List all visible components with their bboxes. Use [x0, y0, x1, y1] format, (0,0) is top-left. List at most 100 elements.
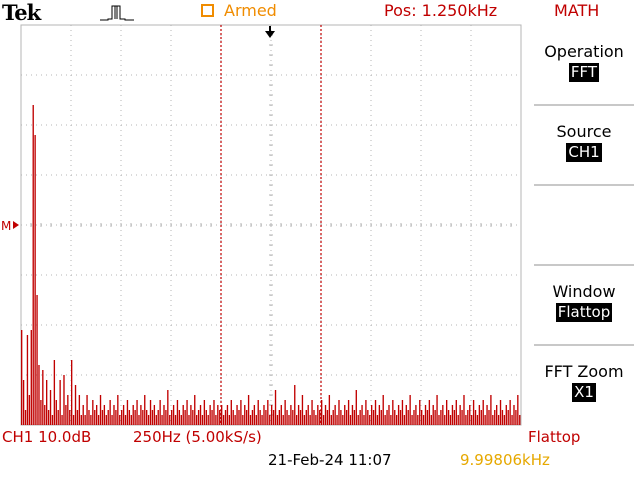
spectrum-bar: [480, 410, 482, 425]
spectrum-bar: [338, 400, 340, 425]
spectrum-bar: [40, 400, 42, 425]
date-time-readout: 21-Feb-24 11:07: [268, 451, 392, 469]
spectrum-bar: [113, 405, 115, 425]
spectrum-bar: [201, 415, 204, 425]
spectrum-bar: [372, 410, 375, 425]
spectrum-bar: [84, 415, 86, 425]
window-readout: Flattop: [528, 428, 581, 446]
spectrum-bar: [26, 335, 29, 425]
spectrum-bar: [403, 415, 406, 425]
spectrum-bar: [503, 415, 506, 425]
spectrum-bar: [411, 415, 413, 425]
spectrum-bar: [361, 405, 363, 425]
spectrum-bar: [390, 415, 392, 425]
spectrum-bar: [322, 415, 325, 425]
spectrum-bar: [240, 400, 242, 425]
spectrum-bar: [184, 410, 186, 425]
spectrum-bar: [253, 405, 256, 425]
spectrum-bar: [130, 415, 132, 425]
spectrum-bar: [146, 410, 148, 425]
spectrum-bar: [396, 415, 398, 425]
spectrum-bar: [292, 410, 294, 425]
spectrum-bar: [276, 415, 279, 425]
spectrum-bar: [397, 405, 400, 425]
spectrum-bar: [153, 405, 156, 425]
spectrum-bar: [315, 415, 317, 425]
spectrum-bar: [51, 415, 54, 425]
spectrum-bar: [194, 395, 196, 425]
spectrum-bar: [328, 395, 331, 425]
menu-fft-zoom[interactable]: FFT Zoom X1: [528, 362, 640, 402]
channel-scale-readout: CH1 10.0dB: [2, 428, 92, 446]
spectrum-bar: [457, 415, 459, 425]
spectrum-bar: [261, 415, 263, 425]
spectrum-bar: [319, 410, 321, 425]
menu-operation[interactable]: Operation FFT: [528, 42, 640, 82]
spectrum-bar: [80, 415, 82, 425]
spectrum-bar: [38, 365, 40, 425]
spectrum-bar: [517, 395, 519, 425]
spectrum-bar: [415, 405, 417, 425]
spectrum-bar: [172, 405, 175, 425]
spectrum-bar: [97, 415, 100, 425]
spectrum-bar: [486, 405, 488, 425]
spectrum-bar: [232, 410, 234, 425]
menu-window-label: Window: [552, 282, 616, 301]
spectrum-bar: [30, 330, 32, 425]
spectrum-bar: [363, 415, 365, 425]
spectrum-bar: [44, 405, 46, 425]
spectrum-bar: [126, 400, 129, 425]
spectrum-bar: [492, 415, 494, 425]
spectrum-bar: [496, 405, 498, 425]
spectrum-bar: [251, 410, 254, 425]
spectrum-bar: [321, 400, 323, 425]
spectrum-bar: [422, 415, 425, 425]
spectrum-bar: [34, 135, 36, 425]
spectrum-bar: [69, 410, 71, 425]
spectrum-bar: [190, 405, 192, 425]
graticule: [20, 24, 522, 426]
horizontal-position: Pos: 1.250kHz: [384, 1, 498, 20]
spectrum-bar: [157, 410, 159, 425]
spectrum-bar: [467, 410, 469, 425]
menu-source-value: CH1: [566, 143, 602, 162]
spectrum-bar: [344, 405, 346, 425]
spectrum-bar: [453, 410, 456, 425]
spectrum-bar: [219, 410, 221, 425]
spectrum-bar: [376, 415, 379, 425]
spectrum-bar: [497, 415, 500, 425]
spectrum-bar: [28, 395, 31, 425]
spectrum-bar: [94, 410, 96, 425]
spectrum-bar: [434, 410, 436, 425]
spectrum-bar: [476, 415, 479, 425]
spectrum-bar: [399, 410, 402, 425]
spectrum-bar: [290, 405, 292, 425]
spectrum-bar: [282, 415, 284, 425]
spectrum-bar: [76, 410, 79, 425]
spectrum-bar: [142, 410, 144, 425]
spectrum-bar: [71, 360, 73, 425]
spectrum-bar: [203, 400, 206, 425]
spectrum-bar: [32, 105, 34, 425]
spectrum-bar: [519, 415, 521, 425]
spectrum-bar: [490, 395, 492, 425]
spectrum-bar: [297, 405, 300, 425]
spectrum-bar: [213, 400, 215, 425]
spectrum-bar: [484, 415, 486, 425]
spectrum-bar: [307, 405, 309, 425]
trigger-position-arrow-icon: [265, 31, 275, 38]
spectrum-bar: [249, 415, 252, 425]
spectrum-bar: [482, 400, 484, 425]
spectrum-bar: [74, 385, 77, 425]
spectrum-bar: [209, 405, 211, 425]
spectrum-bar: [21, 330, 23, 425]
menu-window[interactable]: Window Flattop: [528, 282, 640, 322]
spectrum-bar: [301, 395, 304, 425]
spectrum-bar: [494, 410, 496, 425]
menu-source[interactable]: Source CH1: [528, 122, 640, 162]
spectrum-bar: [217, 405, 219, 425]
spectrum-bar: [222, 415, 225, 425]
spectrum-bar: [392, 400, 394, 425]
spectrum-bar: [221, 405, 223, 425]
spectrum-bar: [459, 405, 461, 425]
